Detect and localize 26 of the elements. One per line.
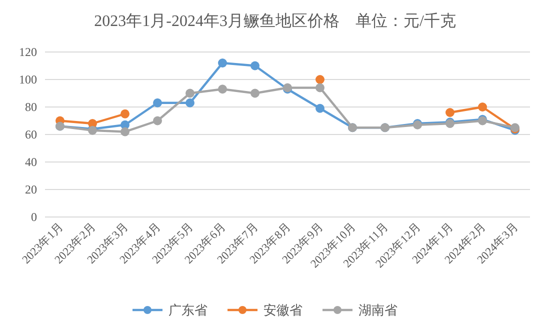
point [250, 61, 260, 70]
point [186, 88, 194, 98]
point [120, 109, 130, 118]
legend-label: 湖南省 [358, 302, 398, 318]
point [478, 102, 487, 112]
point [120, 127, 130, 136]
y-tick-label: 0 [31, 210, 37, 224]
point [153, 116, 162, 126]
legend-label: 广东省 [168, 302, 208, 318]
y-tick-label: 80 [25, 100, 37, 114]
point [316, 83, 324, 92]
point [316, 104, 324, 113]
legend-label: 安徽省 [264, 302, 302, 318]
point [446, 108, 454, 117]
point [316, 75, 324, 84]
point [250, 88, 260, 98]
point [218, 84, 227, 94]
chart-title: 2023年1月-2024年3月鳜鱼地区价格 单位：元/千克 [94, 12, 456, 30]
point [186, 98, 194, 108]
y-tick-label: 20 [25, 182, 37, 197]
y-tick-label: 120 [19, 45, 37, 60]
point [153, 98, 162, 108]
point [218, 58, 227, 68]
y-tick-label: 60 [25, 128, 37, 142]
y-tick-label: 100 [19, 72, 37, 87]
y-tick-label: 40 [25, 155, 37, 170]
